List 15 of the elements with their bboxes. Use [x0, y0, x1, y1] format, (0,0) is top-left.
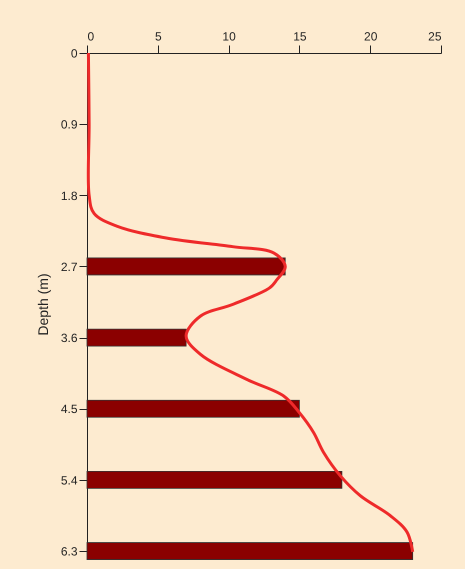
y-tick-label: 5.4 — [60, 473, 78, 488]
x-tick-label: 0 — [88, 30, 94, 44]
x-tick-label: 5 — [154, 30, 162, 44]
y-tick-label: 2.7 — [60, 260, 78, 274]
y-tick-label: 0.9 — [60, 118, 78, 132]
x-tick-label: 10 — [222, 30, 236, 44]
y-tick-label: 6.3 — [60, 544, 78, 559]
x-tick-label: 15 — [293, 30, 307, 44]
y-axis-title: Depth (m) — [34, 273, 51, 336]
y-tick-label: 1.8 — [60, 188, 78, 203]
x-tick-label: 25 — [428, 30, 442, 44]
x-tick-label: 20 — [364, 30, 378, 44]
y-tick-label: 4.5 — [60, 402, 78, 416]
y-tick-label: 0 — [70, 46, 78, 60]
y-tick-label: 3.6 — [60, 331, 78, 346]
